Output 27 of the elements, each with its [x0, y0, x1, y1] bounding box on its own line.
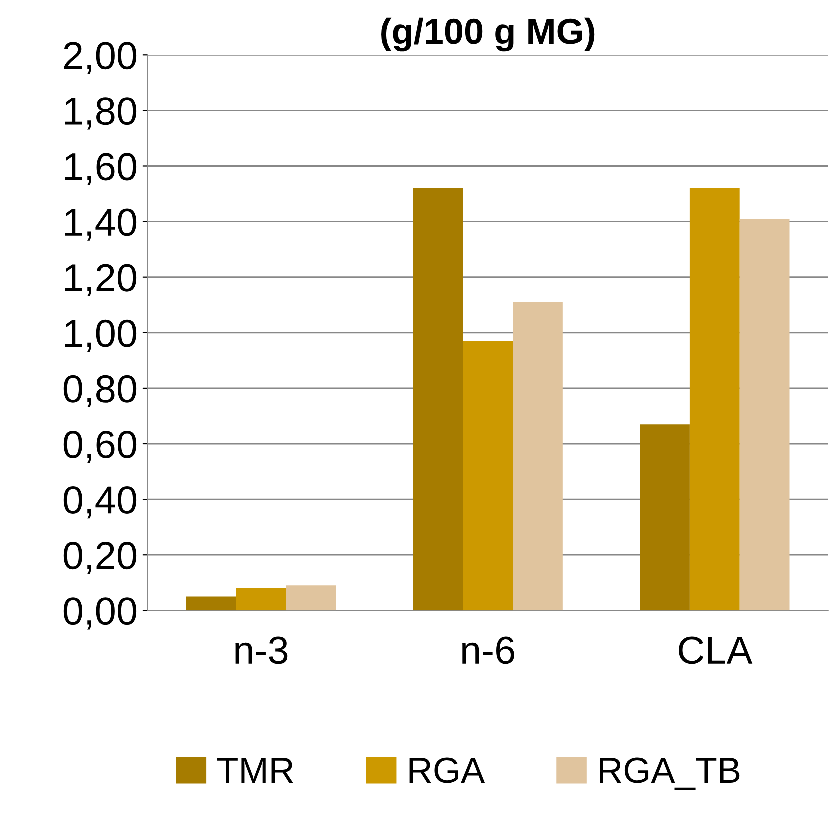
- y-tick-label: 1,40: [65, 208, 137, 241]
- bar: [463, 341, 514, 611]
- x-tick-label: CLA: [679, 636, 753, 664]
- y-tick-label: 1,00: [65, 320, 137, 352]
- x-tick-label: n-6: [462, 636, 514, 664]
- y-tick-label: 2,00: [64, 42, 137, 74]
- x-tick-label: n-3: [236, 636, 288, 664]
- y-tick-label: 1,20: [65, 264, 137, 296]
- y-tick-label: 1,60: [65, 153, 137, 186]
- legend-label: TMR: [218, 758, 294, 784]
- bar: [513, 302, 563, 611]
- legend-label: RGA: [410, 758, 486, 784]
- bar: [640, 424, 690, 611]
- bar: [286, 586, 336, 611]
- bar: [740, 219, 790, 611]
- y-tick-label: 0,40: [64, 486, 137, 519]
- y-tick-label: 0,00: [64, 598, 137, 630]
- legend-label: RGA_TB: [600, 758, 740, 790]
- y-tick-label: 1,80: [65, 98, 137, 130]
- bar: [186, 596, 236, 611]
- bar: [413, 188, 464, 611]
- y-tick-label: 0,80: [64, 375, 137, 408]
- chart-title: (g/100 g MG): [382, 18, 595, 52]
- bar: [690, 188, 740, 611]
- y-tick-label: 0,60: [64, 430, 137, 464]
- y-tick-label: 0,20: [64, 542, 137, 574]
- bar: [236, 588, 286, 611]
